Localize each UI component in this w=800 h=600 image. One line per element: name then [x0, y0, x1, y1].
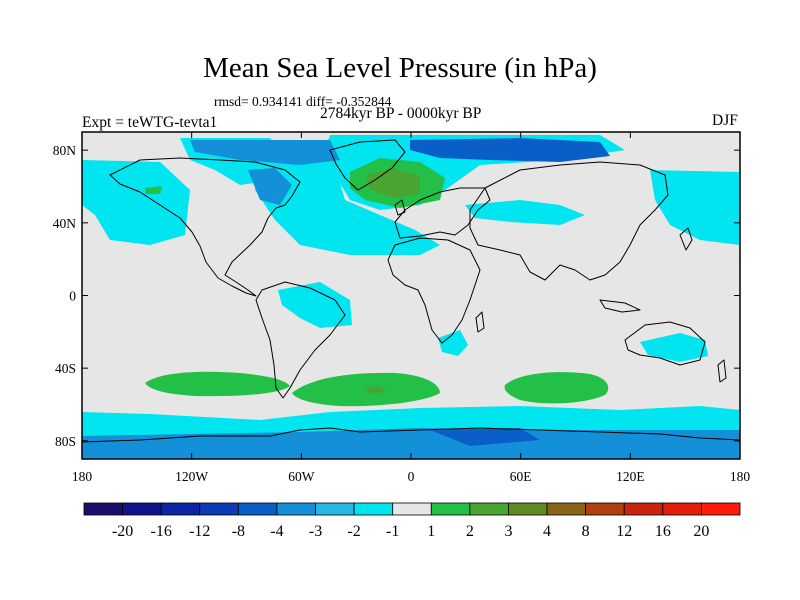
colorbar-label: -20 — [112, 523, 133, 540]
coast-uk — [394, 199, 406, 216]
anomaly-positive-south-pacific — [145, 371, 290, 397]
coast-north-america — [109, 157, 301, 297]
lon-tick-label: 0 — [408, 469, 415, 484]
lat-tick-label: 0 — [69, 289, 76, 304]
coast-australia — [624, 321, 706, 366]
colorbar-swatch — [160, 502, 201, 516]
colorbar-swatch — [237, 502, 278, 516]
coast-new-zealand — [717, 359, 727, 383]
colorbar-swatch — [623, 502, 664, 516]
coast-greenland — [329, 139, 406, 191]
map-title: Mean Sea Level Pressure (in hPa) — [203, 52, 597, 84]
colorbar-swatch — [508, 502, 548, 516]
coast-indonesia — [599, 299, 641, 313]
colorbar-swatch — [469, 502, 509, 516]
anomaly-north-pacific-west — [82, 160, 190, 245]
colorbar-label: -4 — [270, 523, 283, 540]
colorbar-swatch — [122, 502, 162, 516]
colorbar-swatch — [546, 502, 587, 516]
coast-japan — [679, 227, 693, 251]
colorbar-label: 4 — [543, 523, 551, 540]
colorbar-swatch — [701, 502, 741, 516]
colorbar-label: -2 — [347, 523, 360, 540]
colorbar-swatch — [353, 502, 394, 516]
colorbar-swatch — [276, 502, 316, 516]
anomaly-positive-alaska — [145, 186, 162, 194]
anomaly-strong-arctic — [190, 140, 340, 165]
lat-tick-label: 40N — [53, 216, 77, 231]
season-label: DJF — [712, 112, 738, 129]
experiment-label: Expt = teWTG-tevta1 — [82, 114, 218, 131]
colorbar-label: 12 — [616, 523, 632, 540]
anomaly-north-pacific-east — [650, 170, 740, 245]
anomaly-strong-ross-sea — [430, 428, 540, 446]
anomaly-strong-labrador — [248, 168, 292, 205]
anomaly-south-america — [278, 282, 352, 328]
latitude-labels: 80N 40N 0 40S 80S — [53, 143, 77, 449]
colorbar-swatch — [199, 502, 239, 516]
colorbar-label: -12 — [189, 523, 210, 540]
longitude-labels: 180 120W 60W 0 60E 120E 180 — [72, 469, 751, 484]
colorbar-label: 2 — [466, 523, 474, 540]
colorbar-swatch — [662, 502, 702, 516]
lon-tick-label: 180 — [72, 469, 93, 484]
lon-tick-label: 180 — [730, 469, 751, 484]
anomaly-strong-siberia — [410, 138, 610, 162]
lon-tick-label: 60W — [288, 469, 315, 484]
lon-tick-label: 60E — [510, 469, 532, 484]
lat-tick-label: 80S — [55, 434, 76, 449]
coast-antarctica — [82, 427, 740, 443]
lon-tick-label: 120W — [175, 469, 208, 484]
pressure-anomaly-fields — [82, 135, 740, 459]
colorbar: -20 -16 -12 -8 -4 -3 -2 -1 1 2 3 4 8 12 16 20 — [83, 502, 741, 540]
anomaly-south-africa — [438, 330, 468, 356]
coastlines — [82, 139, 740, 443]
colorbar-label: 8 — [582, 523, 590, 540]
anomaly-positive-greenland-core — [366, 168, 420, 198]
lat-tick-label: 80N — [53, 143, 77, 158]
colorbar-label: 20 — [693, 523, 709, 540]
anomaly-north-atlantic — [255, 145, 440, 255]
anomaly-australia — [640, 333, 708, 362]
colorbar-label: 1 — [427, 523, 435, 540]
colorbar-label: -1 — [386, 523, 399, 540]
coast-europe — [394, 187, 491, 239]
colorbar-swatch — [585, 502, 625, 516]
anomaly-positive-indian-ocean — [504, 372, 609, 404]
anomaly-positive-south-atlantic-core — [364, 386, 386, 394]
colorbar-label: -3 — [309, 523, 322, 540]
coast-africa — [387, 237, 481, 344]
period-label: 2784kyr BP - 0000kyr BP — [320, 105, 482, 122]
colorbar-label: -16 — [151, 523, 172, 540]
coast-madagascar — [475, 311, 485, 333]
colorbar-swatch — [392, 502, 432, 516]
coast-south-america — [255, 281, 346, 399]
colorbar-label: 16 — [655, 523, 671, 540]
colorbar-swatch — [83, 502, 123, 516]
colorbar-swatch — [315, 502, 355, 516]
colorbar-label: -8 — [232, 523, 245, 540]
colorbar-label: 3 — [504, 523, 512, 540]
stats-text: rmsd= 0.934141 diff= -0.352844 — [214, 94, 392, 109]
anomaly-central-asia — [465, 200, 585, 225]
axis-ticks — [81, 132, 741, 459]
colorbar-swatch — [430, 502, 471, 516]
coast-asia — [469, 161, 669, 281]
lon-tick-label: 120E — [616, 469, 645, 484]
lat-tick-label: 40S — [55, 361, 76, 376]
